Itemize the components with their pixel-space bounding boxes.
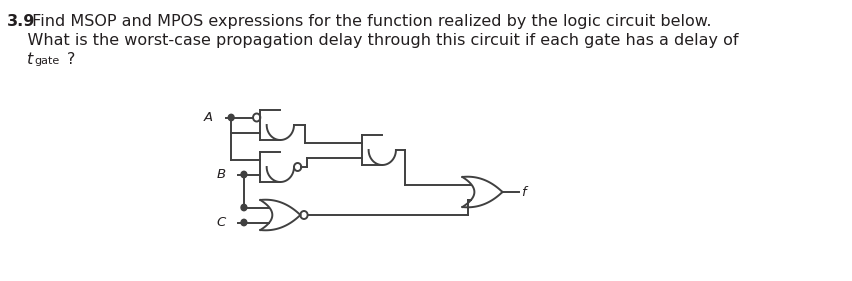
Circle shape [241,219,246,226]
Text: gate: gate [35,56,60,66]
Text: A: A [204,111,213,124]
Text: f: f [520,185,525,198]
Circle shape [241,204,246,211]
Text: B: B [216,168,226,181]
Text: ?: ? [66,52,75,67]
Text: Find MSOP and MPOS expressions for the function realized by the logic circuit be: Find MSOP and MPOS expressions for the f… [27,14,711,29]
Text: What is the worst-case propagation delay through this circuit if each gate has a: What is the worst-case propagation delay… [8,33,738,48]
Text: C: C [216,216,226,229]
Circle shape [241,171,246,178]
Text: 3.9: 3.9 [8,14,36,29]
Text: t: t [27,52,33,67]
Circle shape [228,114,233,121]
